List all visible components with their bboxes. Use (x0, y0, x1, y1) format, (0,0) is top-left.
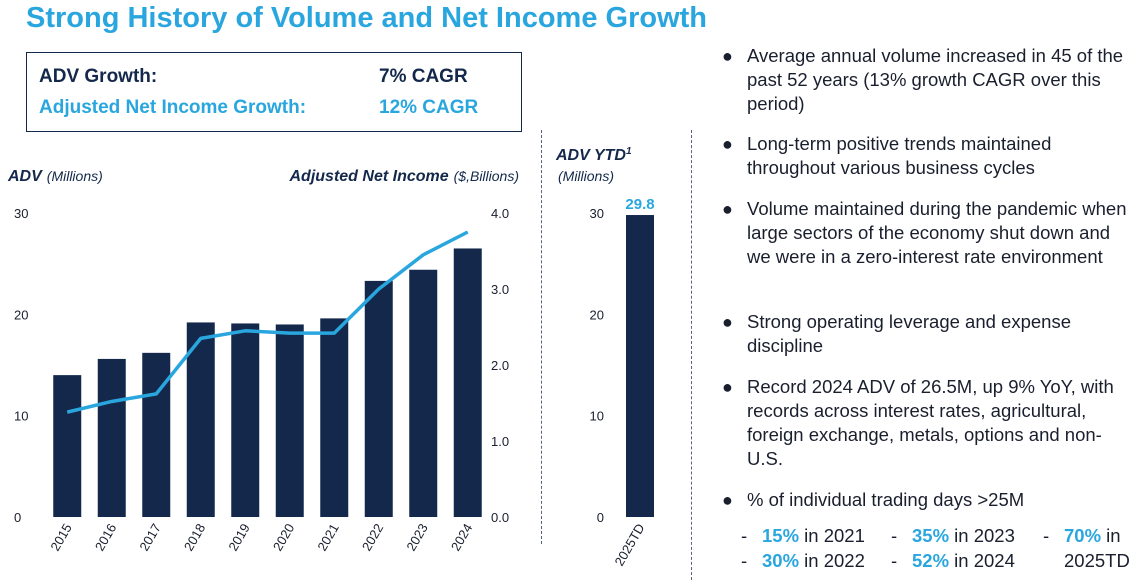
bullet-item: ● Average annual volume increased in 45 o… (722, 45, 1124, 114)
trading-days-2024: 52% in 2024 (912, 550, 1015, 571)
bullet-item: ● Long-term positive trends maintained th… (722, 133, 1052, 178)
chart-divider (541, 130, 542, 544)
adv-bar-2021 (320, 318, 349, 517)
trading-days-2023: 35% in 2023 (912, 525, 1015, 546)
net-income-line-group (66, 230, 469, 414)
adv-bar-2017 (142, 352, 171, 517)
ytd-category-label: 2025TD (611, 521, 647, 569)
adv-bar-2016 (97, 358, 126, 517)
bullet-item: ●% of individual trading days >25M (722, 489, 1025, 510)
year-label-2016: 2016 (92, 521, 119, 554)
ytd-axis-ticks: 0 10 20 30 (590, 206, 604, 525)
year-labels: 2015 2016 2017 2018 2019 2020 2021 2022 2023 2024 (47, 521, 475, 554)
adv-bar-2018 (186, 322, 215, 517)
adv-bar-2023 (409, 269, 438, 517)
adv-bar-2015 (53, 375, 82, 517)
dash-marker: - (1043, 525, 1050, 546)
adv-growth-label: ADV Growth: (39, 66, 158, 87)
bullet-marker: ● (722, 490, 733, 510)
ytd-bar-2025TD (626, 215, 654, 517)
bullet-marker: ● (722, 377, 733, 397)
ytd-category-labels: 2025TD (611, 521, 647, 569)
ytd-axis-sublabel: (Millions) (558, 168, 614, 184)
right-tick-label: 4.0 (491, 206, 509, 221)
year-label-2017: 2017 (136, 521, 163, 554)
left-tick-label: 0 (14, 510, 21, 525)
year-label-2015: 2015 (47, 521, 74, 554)
bullet-marker: ● (722, 312, 733, 332)
growth-summary-box: ADV Growth: 7% CAGR Adjusted Net Income … (26, 52, 522, 132)
adv-growth-row: ADV Growth: 7% CAGR (39, 66, 468, 88)
net-income-growth-value: 12% CAGR (379, 97, 479, 118)
ytd-bars: 29.8 (625, 196, 655, 517)
bullet-item: ● Volume maintained during the pandemic w… (722, 198, 1127, 267)
net-income-line (66, 230, 469, 414)
bullet-item: ● Record 2024 ADV of 26.5M, up 9% YoY, wi… (722, 376, 1114, 469)
bullet-marker: ● (722, 199, 733, 219)
adv-bar-2022 (364, 280, 393, 517)
year-label-2021: 2021 (314, 521, 341, 554)
ytd-axis-label: ADV YTD1 (555, 146, 632, 164)
dash-marker: - (891, 550, 898, 571)
trading-days-2022: 30% in 2022 (762, 550, 865, 571)
year-label-2020: 2020 (270, 521, 297, 554)
left-tick-label: 10 (14, 409, 28, 424)
bullets-divider (691, 130, 692, 580)
ytd-tick-label: 20 (590, 307, 604, 322)
adv-bar-2024 (453, 248, 482, 517)
ytd-tick-label: 10 (590, 409, 604, 424)
left-tick-label: 20 (14, 307, 28, 322)
left-axis-label: ADV (Millions) (7, 168, 103, 185)
right-tick-label: 3.0 (491, 282, 509, 297)
left-axis-ticks: 0 10 20 30 (14, 206, 28, 525)
year-label-2019: 2019 (225, 521, 252, 554)
year-label-2022: 2022 (359, 521, 386, 554)
bullet-marker: ● (722, 46, 733, 66)
year-label-2023: 2023 (403, 521, 430, 554)
right-tick-label: 1.0 (491, 434, 509, 449)
right-axis-ticks: 0.0 1.0 2.0 3.0 4.0 (491, 206, 509, 525)
bullet-marker: ● (722, 134, 733, 154)
left-tick-label: 30 (14, 206, 28, 221)
right-tick-label: 2.0 (491, 358, 509, 373)
net-income-growth-label: Adjusted Net Income Growth: (39, 97, 307, 118)
year-label-2024: 2024 (448, 521, 475, 554)
bullet-item: ● Strong operating leverage and expense d… (722, 311, 1071, 356)
dash-marker: - (741, 525, 748, 546)
ytd-data-label: 29.8 (625, 196, 654, 213)
adv-bars (53, 248, 482, 517)
adv-growth-value: 7% CAGR (379, 66, 468, 87)
right-axis-label: Adjusted Net Income ($,Billions) (289, 168, 520, 185)
net-income-growth-row: Adjusted Net Income Growth: 12% CAGR (39, 97, 478, 119)
year-label-2018: 2018 (181, 521, 208, 554)
trading-days-2025: 70% in (1064, 525, 1121, 546)
trading-days-2025-label: 2025TD (1064, 550, 1130, 571)
ytd-tick-label: 0 (597, 510, 604, 525)
page-title: Strong History of Volume and Net Income … (26, 2, 708, 34)
ytd-tick-label: 30 (590, 206, 604, 221)
right-tick-label: 0.0 (491, 510, 509, 525)
adv-bar-2019 (231, 323, 260, 517)
trading-days-2021: 15% in 2021 (762, 525, 865, 546)
dash-marker: - (891, 525, 898, 546)
adv-bar-2020 (275, 324, 304, 517)
dash-marker: - (741, 550, 748, 571)
